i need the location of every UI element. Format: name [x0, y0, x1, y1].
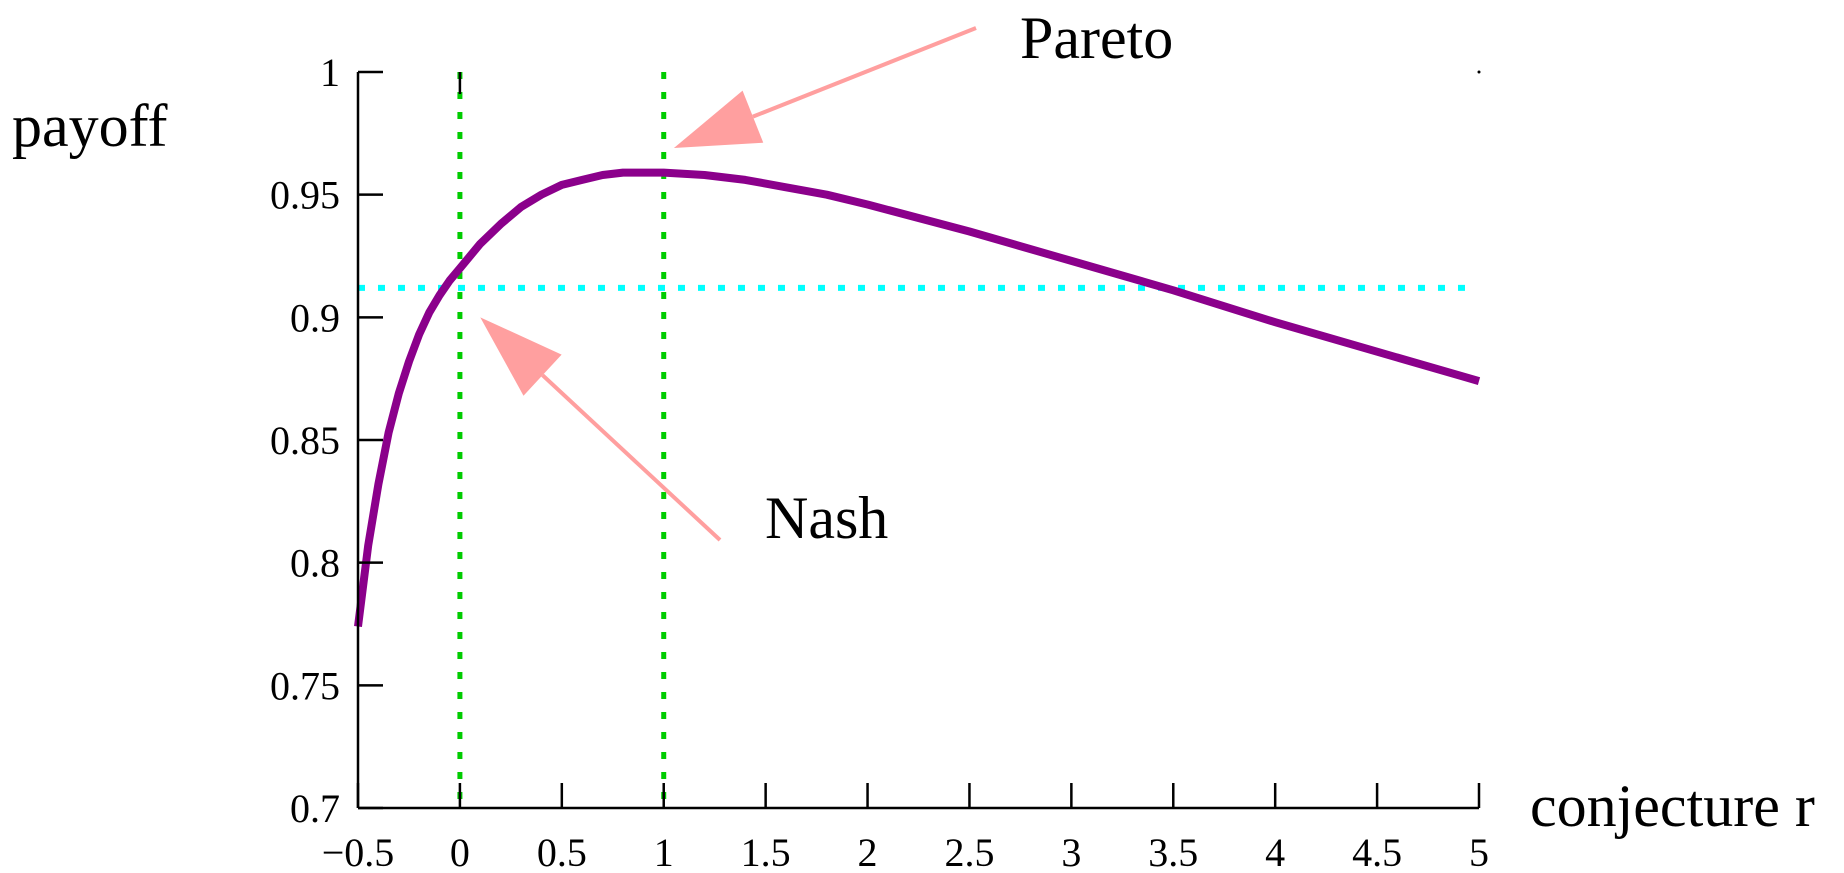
x-tick-label-0: −0.5: [322, 830, 395, 873]
y-tick-label-0: 0.7: [290, 786, 340, 831]
x-tick-label-10: 4.5: [1352, 830, 1402, 873]
y-tick-label-4: 0.9: [290, 295, 340, 340]
series-line-0: [354, 168, 1481, 627]
y-tick-label-1: 0.75: [270, 663, 340, 708]
y-tick-label-2: 0.8: [290, 541, 340, 586]
annotation-arrow-shaft-1: [541, 373, 722, 542]
y-tick-label-3: 0.85: [270, 418, 340, 463]
x-tick-label-9: 4: [1265, 830, 1285, 873]
x-tick-label-6: 2.5: [944, 830, 994, 873]
x-tick-label-4: 1.5: [741, 830, 791, 873]
x-tick-label-1: 0: [450, 830, 470, 873]
annotation-arrow-shaft-0: [752, 26, 977, 119]
annotation-arrow-head-0: [673, 90, 764, 149]
y-axis-label: payoff: [12, 93, 168, 159]
axes: 0.7 0.75 0.8 0.85 0.9 0.95 1 −0.5 0 0.5 1 1.5 2 2.5 3 3…: [270, 50, 1489, 873]
y-tick-label-5: 0.95: [270, 173, 340, 218]
series-group: [354, 168, 1481, 627]
x-axis-label: conjecture r: [1530, 773, 1815, 839]
x-tick-label-5: 2: [858, 830, 878, 873]
x-tick-label-7: 3: [1061, 830, 1081, 873]
annotations: Pareto Nash: [480, 5, 1173, 551]
annotation-label-nash: Nash: [765, 485, 888, 551]
annotation-label-pareto: Pareto: [1020, 5, 1173, 71]
x-tick-label-3: 1: [654, 830, 674, 873]
x-tick-label-11: 5: [1469, 830, 1489, 873]
y-tick-label-6: 1: [320, 50, 340, 95]
x-tick-label-8: 3.5: [1148, 830, 1198, 873]
axis-corner-dot: [1477, 70, 1481, 74]
reference-lines: [358, 72, 1469, 808]
annotation-arrow-head-1: [480, 317, 562, 396]
x-tick-label-2: 0.5: [537, 830, 587, 873]
